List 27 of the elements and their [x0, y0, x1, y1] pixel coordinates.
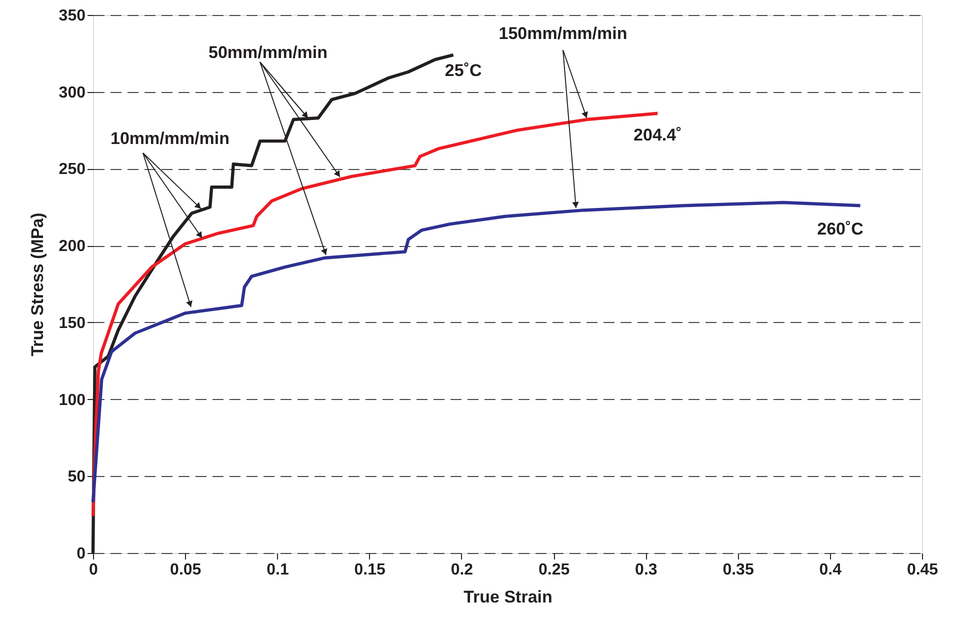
- series-label: 25˚C: [444, 60, 482, 80]
- y-tick-label: 0: [76, 546, 86, 562]
- y-tick-label: 150: [58, 314, 86, 332]
- x-tick-label: 0.3: [635, 562, 658, 578]
- x-tick-label: 0.45: [906, 562, 938, 578]
- x-tick-label: 0.25: [538, 562, 570, 578]
- line-series: [91, 200, 862, 504]
- x-tick-label: 0.1: [266, 562, 289, 578]
- y-axis-title: True Stress (MPa): [28, 212, 47, 356]
- annotation: 50mm/mm/min: [208, 43, 328, 62]
- y-tick-label: 100: [58, 392, 86, 409]
- x-tick-label: 0.35: [722, 562, 754, 578]
- series-label: 260˚C: [817, 220, 864, 239]
- y-tick-label: 200: [58, 238, 86, 256]
- y-tick-label: 350: [58, 8, 86, 24]
- x-tick-label: 0.4: [819, 562, 842, 578]
- x-tick-label: 0.15: [354, 562, 386, 578]
- series-label: 204.4˚: [634, 125, 682, 144]
- y-tick-label: 300: [58, 84, 86, 102]
- y-tick-label: 50: [68, 468, 86, 486]
- x-axis-title: True Strain: [464, 588, 552, 606]
- annotation: 10mm/mm/min: [110, 129, 230, 148]
- y-tick-label: 250: [58, 161, 86, 178]
- annotation: 150mm/mm/min: [498, 24, 628, 43]
- x-tick-label: 0.2: [450, 562, 474, 578]
- x-tick-label: 0.05: [170, 562, 202, 578]
- x-tick-label: 0: [89, 562, 98, 578]
